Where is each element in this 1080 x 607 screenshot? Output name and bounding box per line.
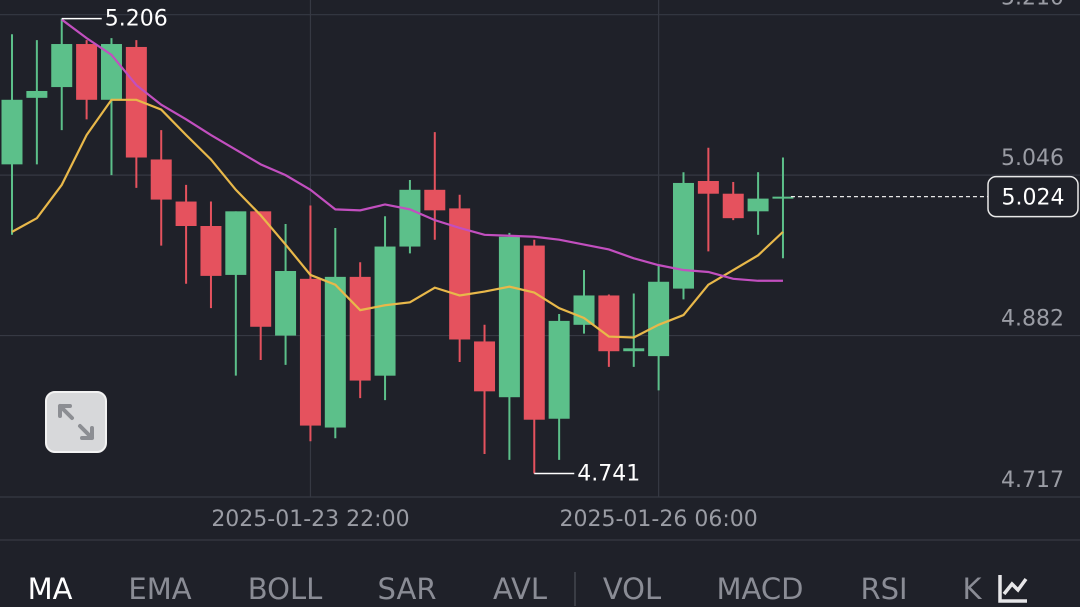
candle-body bbox=[648, 281, 670, 357]
indicator-tab[interactable]: BOLL bbox=[248, 572, 323, 606]
x-tick-label: 2025-01-26 06:00 bbox=[559, 507, 757, 532]
candle-body bbox=[26, 90, 48, 98]
candle-body bbox=[275, 271, 297, 336]
indicator-tab[interactable]: SAR bbox=[378, 572, 437, 606]
low-marker-label: 4.741 bbox=[577, 462, 640, 487]
indicator-tab[interactable]: AVL bbox=[493, 572, 547, 606]
candle-body bbox=[772, 196, 794, 199]
y-tick-label: 4.717 bbox=[1001, 468, 1064, 493]
candle-body bbox=[125, 46, 147, 158]
candle-body bbox=[548, 320, 570, 419]
candle-body bbox=[150, 159, 172, 200]
indicator-tab[interactable]: MACD bbox=[717, 572, 804, 606]
y-tick-label: 5.210 bbox=[1001, 0, 1064, 11]
candle-body bbox=[498, 236, 520, 398]
candle-body bbox=[474, 341, 496, 392]
candle-body bbox=[100, 44, 122, 100]
expand-button[interactable] bbox=[45, 391, 107, 453]
candle-body bbox=[175, 201, 197, 226]
candle-body bbox=[424, 189, 446, 211]
candle-body bbox=[623, 348, 645, 352]
candle-body bbox=[747, 198, 769, 212]
expand-button-bg[interactable] bbox=[45, 391, 107, 453]
indicator-tab[interactable]: RSI bbox=[860, 572, 907, 606]
indicator-tab[interactable]: VOL bbox=[603, 572, 661, 606]
candle-body bbox=[225, 211, 247, 275]
candle-body bbox=[324, 276, 346, 428]
indicator-tab[interactable]: EMA bbox=[128, 572, 191, 606]
grid-layer: 5.210 5.046 4.882 4.717 2025-01-23 22:00 2025… bbox=[0, 0, 1080, 532]
ma-line bbox=[61, 18, 783, 282]
last-price-box bbox=[987, 175, 1079, 218]
high-marker-label: 5.206 bbox=[105, 7, 168, 32]
candle-body bbox=[250, 211, 272, 327]
candle-body bbox=[76, 44, 98, 100]
candle-body bbox=[523, 245, 545, 420]
indicator-tab[interactable]: MA bbox=[28, 572, 73, 606]
candle-body bbox=[573, 295, 595, 325]
candle-body bbox=[399, 189, 421, 247]
ma-line bbox=[11, 98, 784, 339]
candle-body bbox=[722, 193, 744, 219]
candle-body bbox=[374, 246, 396, 376]
candle-body bbox=[299, 278, 321, 426]
candle-body bbox=[1, 99, 23, 165]
candle-body bbox=[598, 295, 620, 352]
last-price-label: 5.024 bbox=[1002, 186, 1065, 211]
candle-body bbox=[449, 208, 471, 340]
axis-icon bbox=[998, 575, 1027, 603]
expand-icon bbox=[58, 404, 94, 440]
y-tick-label: 5.046 bbox=[1001, 146, 1064, 171]
candle-body bbox=[349, 276, 371, 381]
candle-body bbox=[200, 225, 222, 276]
line-icon bbox=[1002, 577, 1028, 596]
y-tick-label: 4.882 bbox=[1001, 307, 1064, 332]
candle-body bbox=[697, 180, 719, 194]
x-tick-label: 2025-01-23 22:00 bbox=[211, 507, 409, 532]
chart-settings-icon[interactable] bbox=[998, 575, 1028, 603]
candle-body bbox=[672, 182, 694, 289]
indicator-tab[interactable]: K bbox=[962, 572, 982, 606]
marks-layer: 5.206 4.741 5.024 bbox=[1, 7, 1079, 487]
candle-body bbox=[51, 44, 73, 88]
